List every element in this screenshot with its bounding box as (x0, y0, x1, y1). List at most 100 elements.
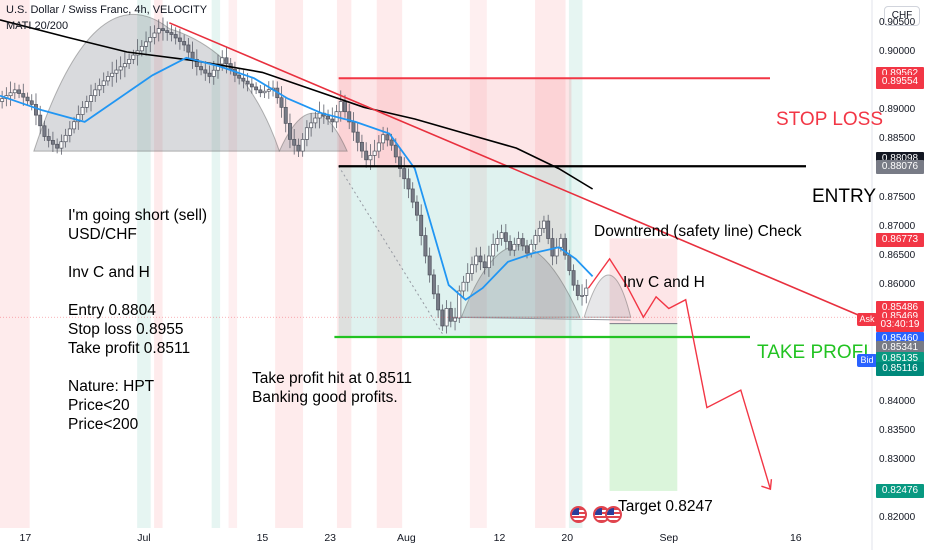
projection-target-zone (609, 323, 678, 491)
candle-body (491, 243, 496, 257)
trade-path-dotted (338, 165, 445, 338)
candle-body (393, 144, 398, 158)
price-axis-background (872, 0, 932, 550)
candle-body (237, 74, 242, 79)
price-badge: 0.86773 (876, 232, 924, 247)
candle-body (347, 111, 352, 123)
candle-body (520, 238, 525, 247)
candle-body (330, 118, 335, 123)
candle-body (245, 80, 250, 85)
price-badge: 03:40:19 (876, 318, 924, 333)
price-tick-label: 0.90500 (879, 16, 916, 28)
candle-body (42, 125, 47, 137)
candle-body (118, 66, 123, 71)
candle-body (156, 28, 161, 34)
candle-body (224, 57, 229, 64)
candle-body (309, 122, 314, 129)
candle-body (0, 98, 5, 102)
candle-body (359, 141, 364, 152)
stop-loss-label: STOP LOSS (776, 109, 884, 130)
candle-body (343, 101, 347, 113)
candle-body (372, 150, 377, 156)
candle-body (177, 37, 182, 42)
currency-button[interactable]: CHF (884, 6, 920, 26)
price-tick-label: 0.83500 (879, 424, 916, 436)
candle-body (97, 85, 102, 91)
candle-body (419, 214, 424, 236)
candle-body (355, 131, 360, 143)
candle-body (211, 69, 216, 77)
price-badge: 0.82476 (876, 483, 924, 498)
session-band (211, 0, 221, 528)
candle-body (313, 117, 318, 124)
price-badge: 0.89554 (876, 75, 924, 90)
candle-body (427, 255, 432, 276)
candle-body (482, 261, 487, 269)
chart-title: U.S. Dollar / Swiss Franc, 4h, VELOCITY (6, 4, 208, 16)
time-tick-label: Sep (659, 532, 679, 544)
entry-label: ENTRY (812, 186, 877, 207)
price-tick-label: 0.89000 (879, 104, 916, 116)
candle-body (25, 96, 30, 102)
candle-body (72, 121, 77, 130)
candle-body (105, 76, 110, 82)
candle-body (80, 106, 85, 115)
candle-body (84, 101, 89, 108)
candle-body (398, 156, 402, 169)
candle-body (389, 139, 394, 146)
candle-body (292, 139, 297, 146)
candle-body (182, 41, 187, 46)
us-flag-event-icon[interactable] (570, 506, 587, 523)
candle-body (478, 255, 483, 263)
candle-body (385, 134, 390, 141)
candle-body (63, 134, 68, 143)
candle-body (258, 89, 263, 94)
ma20-line (0, 56, 594, 301)
candle-body (283, 106, 288, 124)
candle-body (508, 241, 513, 251)
take-profit-hit-note: Take profit hit at 0.8511 Banking good p… (252, 370, 412, 406)
price-tick-label: 0.83000 (879, 454, 916, 466)
inv-c-and-h-note: Inv C and H (623, 274, 705, 291)
candle-body (474, 255, 479, 266)
candle-body (431, 274, 436, 295)
candle-body (326, 115, 331, 120)
candle-body (529, 243, 534, 254)
candle-body (525, 245, 529, 254)
candle-body (376, 142, 381, 152)
shoulder-pattern-shade (278, 112, 348, 152)
candle-body (317, 112, 322, 119)
candle-body (12, 89, 17, 94)
price-tick-label: 0.87500 (879, 191, 916, 203)
projection-arrowhead (761, 479, 773, 491)
price-tick-label: 0.82000 (879, 512, 916, 524)
candle-body (186, 44, 191, 53)
candle-body (470, 264, 474, 274)
candle-body (440, 309, 445, 327)
candle-body (220, 57, 225, 65)
candle-body (558, 238, 563, 248)
time-tick-label: 20 (561, 532, 574, 544)
candle-body (436, 293, 441, 311)
ask-tag: Ask (857, 313, 877, 326)
candle-body (486, 255, 491, 269)
candle-body (169, 32, 174, 35)
us-flag-event-icon[interactable] (605, 506, 622, 523)
candle-body (203, 69, 208, 74)
session-band (275, 0, 304, 528)
candle-body (110, 72, 115, 77)
candle-body (448, 308, 453, 322)
candle-body (173, 34, 178, 39)
candle-body (300, 139, 305, 152)
candle-body (262, 90, 267, 94)
candle-body (550, 238, 555, 257)
candle-body (580, 295, 584, 297)
candle-body (46, 136, 51, 141)
candle-body (537, 227, 542, 236)
candle-body (567, 254, 572, 271)
time-tick-label: 12 (493, 532, 506, 544)
candle-body (571, 270, 576, 286)
candle-body (207, 72, 212, 77)
session-band (535, 0, 566, 528)
